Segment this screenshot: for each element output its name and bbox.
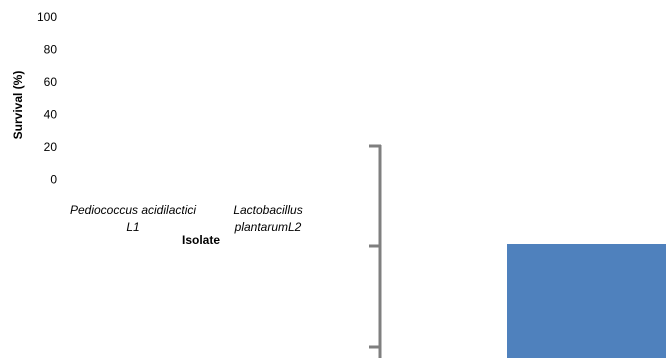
data-bar bbox=[507, 244, 666, 358]
y-tick-labels: 100 80 60 40 20 0 bbox=[37, 10, 57, 187]
category-label: Pediococcus acidilactici bbox=[70, 203, 196, 217]
y-tick-label: 60 bbox=[44, 75, 58, 89]
category-label: plantarumL2 bbox=[234, 220, 302, 234]
x-axis-title: Isolate bbox=[182, 233, 220, 247]
y-tick-label: 80 bbox=[44, 43, 58, 57]
y-axis-title: Survival (%) bbox=[11, 71, 25, 140]
y-tick-label: 100 bbox=[37, 10, 57, 24]
y-tick-label: 40 bbox=[44, 108, 58, 122]
category-label: Lactobacillus bbox=[233, 203, 302, 217]
y-tick-label: 20 bbox=[44, 140, 58, 154]
category-labels: Pediococcus acidilactici L1 Lactobacillus p… bbox=[70, 203, 303, 234]
y-tick-label: 0 bbox=[50, 173, 57, 187]
category-label: L1 bbox=[126, 220, 139, 234]
